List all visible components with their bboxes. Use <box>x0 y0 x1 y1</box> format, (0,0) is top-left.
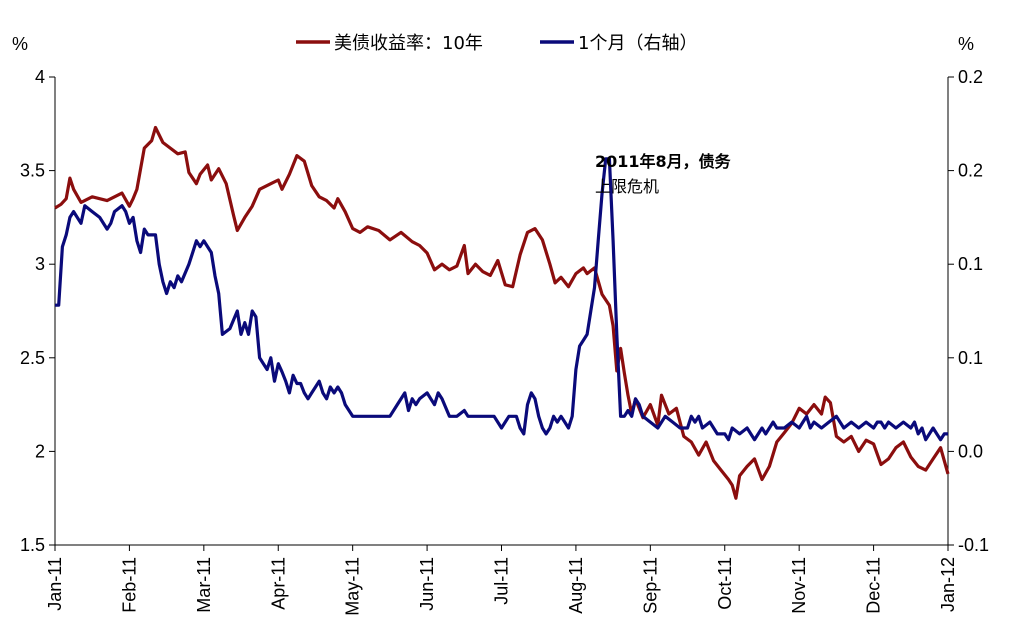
legend: 美债收益率：10年 1个月（右轴） <box>296 33 697 54</box>
series-1m-line <box>55 157 948 442</box>
left-tick-label: 3 <box>35 254 45 274</box>
x-tick-label: Aug-11 <box>566 557 586 614</box>
series-lines <box>54 125 950 500</box>
x-tick-label: Sep-11 <box>640 557 660 614</box>
right-tick-label: 0.2 <box>958 161 983 181</box>
right-tick-label: 0.2 <box>958 67 983 87</box>
x-tick-label: May-11 <box>343 557 363 616</box>
left-tick-label: 2.5 <box>20 348 45 368</box>
x-tick-label: Feb-11 <box>119 557 139 613</box>
x-tick-label: Mar-11 <box>194 557 214 613</box>
left-tick-label: 2 <box>35 441 45 461</box>
x-tick-label: Jan-12 <box>938 557 958 612</box>
right-tick-label: 0.1 <box>958 348 983 368</box>
x-tick-label: Apr-11 <box>268 557 288 610</box>
right-axis-ticks: -0.1 0.0 0.1 0.1 0.2 0.2 <box>948 67 989 555</box>
right-tick-label: 0.0 <box>958 441 983 461</box>
legend-label-1m: 1个月（右轴） <box>578 33 697 54</box>
x-tick-label: Jul-11 <box>492 557 512 605</box>
left-axis-ticks: 1.5 2 2.5 3 3.5 4 <box>20 67 55 555</box>
series-10y-line <box>54 125 950 500</box>
right-tick-label: 0.1 <box>958 254 983 274</box>
annotation: 2011年8月，债务 上限危机 <box>595 152 732 196</box>
right-axis-unit: % <box>958 34 974 54</box>
left-tick-label: 1.5 <box>20 535 45 555</box>
x-tick-label: Dec-11 <box>864 557 884 614</box>
x-tick-label: Nov-11 <box>789 557 809 614</box>
x-tick-label: Oct-11 <box>715 557 735 610</box>
x-tick-label: Jan-11 <box>45 557 65 611</box>
annotation-line-2: 上限危机 <box>595 177 659 196</box>
left-tick-label: 4 <box>35 67 45 87</box>
x-axis-ticks: Jan-11 Feb-11 Mar-11 Apr-11 May-11 Jun-11 Jul-… <box>45 545 958 616</box>
x-tick-label: Jun-11 <box>417 557 437 611</box>
left-tick-label: 3.5 <box>20 161 45 181</box>
right-tick-label: -0.1 <box>958 535 989 555</box>
left-axis-unit: % <box>12 34 28 54</box>
annotation-line-1: 2011年8月，债务 <box>595 152 732 171</box>
legend-label-10y: 美债收益率：10年 <box>334 33 483 54</box>
